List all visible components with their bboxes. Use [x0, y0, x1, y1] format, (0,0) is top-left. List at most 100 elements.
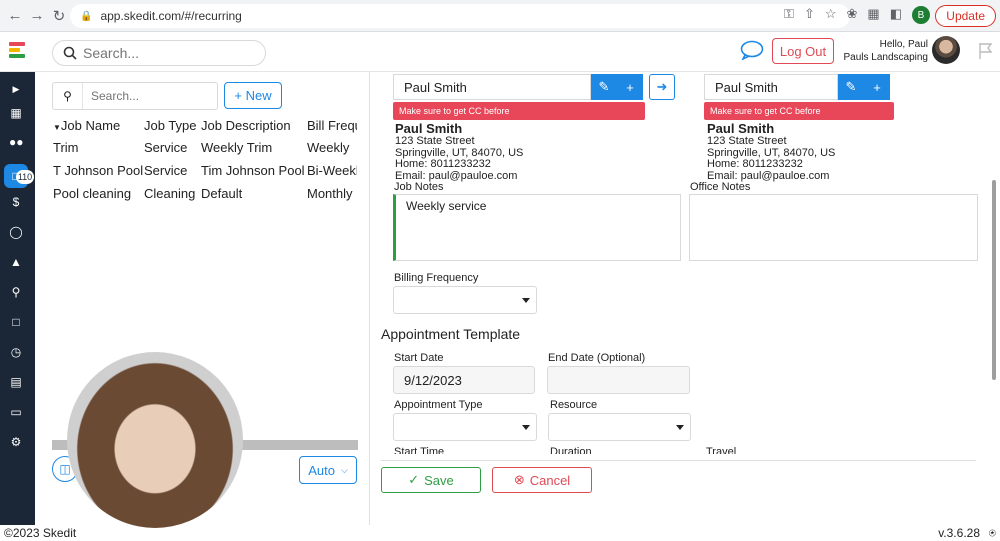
edit-billing-customer-button[interactable]: ✎: [591, 74, 617, 100]
table-row[interactable]: Pool cleaning Cleaning Default Monthly: [53, 182, 357, 205]
customer-email: Email: paul@pauloe.com: [395, 169, 518, 182]
cancel-button[interactable]: ⊗ Cancel: [492, 467, 592, 493]
start-date-input[interactable]: 9/12/2023: [393, 366, 535, 394]
clock-icon[interactable]: ◷: [10, 345, 22, 359]
cell-bill-frequency: Bi-Weekl: [307, 163, 357, 178]
vertical-scrollbar[interactable]: [992, 180, 996, 380]
flag-icon[interactable]: [978, 42, 994, 60]
page-footer: ©2023 Skedit v.3.6.28 ⍟: [0, 525, 1000, 541]
resource-select[interactable]: [548, 413, 691, 441]
copy-customer-button[interactable]: ➜: [649, 74, 675, 100]
back-icon[interactable]: ←: [7, 7, 23, 24]
calendar-icon[interactable]: ▦: [10, 106, 22, 120]
save-button[interactable]: ✓ Save: [381, 467, 481, 493]
cell-job-name: T Johnson Pool: [53, 163, 144, 178]
office-notes-textarea[interactable]: [689, 194, 978, 261]
billing-customer-warning: Make sure to get CC before: [393, 102, 645, 120]
appointment-type-select[interactable]: [393, 413, 537, 441]
customer-phone: Home: 8011233232: [395, 158, 491, 170]
puzzle-icon[interactable]: ▦: [867, 6, 880, 21]
company-name: Pauls Landscaping: [843, 52, 928, 63]
chevron-down-icon: ⌵: [340, 464, 348, 475]
duration-label: Duration: [550, 446, 592, 454]
start-time-label: Start Time: [394, 446, 445, 454]
customer-city: Springville, UT, 84070, US: [707, 146, 836, 159]
jobs-table: ▼Job Name Job Type Job Description Bill …: [53, 114, 357, 205]
column-header-bill-frequency[interactable]: Bill Frequ: [307, 117, 357, 133]
share-icon[interactable]: ⇧: [803, 6, 815, 21]
billing-customer-select[interactable]: Paul Smith: [393, 74, 591, 100]
key-icon[interactable]: ⚿: [784, 6, 794, 21]
service-customer-select[interactable]: Paul Smith: [704, 74, 838, 100]
customer-phone: Home: 8011233232: [707, 158, 803, 170]
service-customer-card: Paul Smith 123 State Street Springville,…: [707, 121, 835, 182]
caret-down-icon: [676, 425, 684, 430]
user-avatar[interactable]: [932, 36, 960, 64]
browser-extension-icons: ⚿ ⇧ ☆ ❀ ▦ ◧ B: [784, 6, 930, 24]
billing-customer-value: Paul Smith: [404, 79, 467, 95]
customer-name: Paul Smith: [707, 121, 775, 136]
customers-icon[interactable]: ●●: [9, 135, 24, 149]
forward-icon[interactable]: →: [29, 7, 45, 24]
update-button[interactable]: Update: [935, 5, 996, 27]
service-customer-warning: Make sure to get CC before: [704, 102, 894, 120]
global-search-input[interactable]: [83, 45, 233, 61]
start-date-label: Start Date: [394, 352, 444, 364]
column-header-job-name[interactable]: ▼Job Name: [53, 117, 121, 133]
settings-icon[interactable]: ⚙: [10, 435, 22, 449]
expand-icon[interactable]: ▶: [12, 84, 20, 94]
jobs-search[interactable]: ⚲: [52, 82, 218, 110]
chat-icon[interactable]: [740, 40, 764, 60]
cell-bill-frequency: Monthly: [307, 186, 353, 201]
greeting-text: Hello, Paul: [879, 39, 928, 50]
cell-job-description: Tim Johnson Pool: [201, 163, 305, 178]
plus-icon: +: [873, 79, 881, 95]
cell-job-type: Cleaning: [144, 186, 196, 201]
end-date-input[interactable]: [547, 366, 690, 394]
payments-icon[interactable]: ◯: [9, 225, 23, 239]
chart-icon[interactable]: ▭: [10, 405, 22, 419]
billing-customer-card: Paul Smith 123 State Street Springville,…: [395, 121, 523, 182]
recurring-job-form: Paul Smith ✎ + ➜ Make sure to get CC bef…: [371, 72, 1000, 525]
travel-label: Travel: [706, 446, 737, 454]
messages-icon[interactable]: □: [12, 315, 20, 329]
jobs-search-input[interactable]: [83, 89, 203, 103]
cart-icon[interactable]: ⚲: [11, 285, 21, 299]
logout-button[interactable]: Log Out: [772, 38, 834, 64]
add-billing-customer-button[interactable]: +: [617, 74, 643, 100]
dollar-icon[interactable]: $: [12, 195, 20, 209]
table-row[interactable]: Trim Service Weekly Trim Weekly: [53, 136, 357, 159]
service-customer-value: Paul Smith: [715, 79, 778, 95]
pencil-icon: ✎: [598, 79, 610, 94]
reports-icon[interactable]: ▤: [10, 375, 22, 389]
auto-label: Auto: [308, 462, 335, 478]
url-text: app.skedit.com/#/recurring: [100, 9, 242, 23]
version-text: v.3.6.28: [938, 526, 980, 540]
billing-frequency-select[interactable]: [393, 286, 537, 314]
cell-bill-frequency: Weekly: [307, 140, 350, 155]
extension-icon[interactable]: ❀: [846, 6, 858, 21]
auto-dropdown[interactable]: Auto ⌵: [299, 456, 357, 484]
column-header-job-type[interactable]: Job Type: [144, 117, 197, 133]
app-header: Log Out Hello, Paul Pauls Landscaping: [0, 32, 1000, 72]
check-circle-icon: ✓: [408, 472, 420, 487]
global-search[interactable]: [52, 40, 266, 66]
bank-icon[interactable]: ⍟: [988, 526, 996, 540]
star-icon[interactable]: ☆: [824, 6, 837, 21]
column-header-job-description[interactable]: Job Description: [201, 117, 291, 133]
plus-icon: +: [626, 79, 634, 95]
edit-service-customer-button[interactable]: ✎: [838, 74, 864, 100]
add-service-customer-button[interactable]: +: [864, 74, 890, 100]
sidepanel-icon[interactable]: ◧: [889, 6, 902, 21]
new-job-button[interactable]: + New: [224, 82, 282, 109]
profile-avatar[interactable]: B: [912, 6, 930, 24]
skedit-logo[interactable]: [9, 42, 27, 62]
arrow-right-icon: ➜: [656, 79, 668, 94]
job-notes-textarea[interactable]: Weekly service: [393, 194, 681, 261]
address-bar[interactable]: 🔒 app.skedit.com/#/recurring: [70, 4, 850, 28]
table-row[interactable]: T Johnson Pool Service Tim Johnson Pool …: [53, 159, 357, 182]
inventory-icon[interactable]: ▲: [10, 255, 22, 269]
resource-label: Resource: [550, 399, 598, 411]
reload-icon[interactable]: ↻: [52, 7, 66, 25]
cell-job-type: Service: [144, 140, 188, 155]
